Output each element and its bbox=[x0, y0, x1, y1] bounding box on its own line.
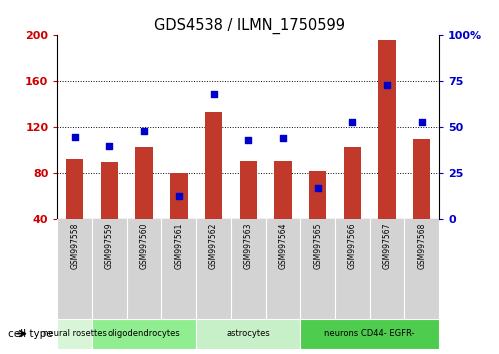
Text: GSM997561: GSM997561 bbox=[174, 222, 183, 269]
Text: GSM997558: GSM997558 bbox=[70, 222, 79, 269]
Point bbox=[348, 119, 356, 125]
Point bbox=[105, 143, 113, 149]
Bar bbox=[309, 171, 326, 219]
Bar bbox=[205, 113, 222, 219]
Bar bbox=[66, 159, 83, 219]
Bar bbox=[413, 139, 431, 219]
Point bbox=[71, 134, 79, 139]
Text: neural rosettes: neural rosettes bbox=[43, 329, 107, 338]
Text: GDS4538 / ILMN_1750599: GDS4538 / ILMN_1750599 bbox=[154, 18, 345, 34]
Point bbox=[279, 136, 287, 141]
Text: GSM997564: GSM997564 bbox=[278, 222, 287, 269]
Point bbox=[314, 185, 322, 191]
Point bbox=[140, 128, 148, 134]
Text: GSM997566: GSM997566 bbox=[348, 222, 357, 269]
Bar bbox=[92, 319, 196, 349]
Text: GSM997568: GSM997568 bbox=[417, 222, 426, 269]
Text: GSM997567: GSM997567 bbox=[383, 222, 392, 269]
Text: GSM997560: GSM997560 bbox=[140, 222, 149, 269]
Bar bbox=[300, 319, 439, 349]
Bar bbox=[274, 161, 291, 219]
Text: neurons CD44- EGFR-: neurons CD44- EGFR- bbox=[324, 329, 415, 338]
Text: astrocytes: astrocytes bbox=[227, 329, 270, 338]
Bar bbox=[196, 319, 300, 349]
Text: GSM997562: GSM997562 bbox=[209, 222, 218, 269]
Point bbox=[383, 82, 391, 88]
Point bbox=[175, 193, 183, 198]
Text: cell type: cell type bbox=[8, 329, 52, 339]
Bar bbox=[135, 147, 153, 219]
Point bbox=[418, 119, 426, 125]
Bar bbox=[344, 147, 361, 219]
Point bbox=[210, 91, 218, 97]
Bar bbox=[101, 162, 118, 219]
Bar bbox=[240, 161, 257, 219]
Point bbox=[244, 137, 252, 143]
Bar bbox=[378, 40, 396, 219]
Bar bbox=[57, 319, 92, 349]
Bar bbox=[170, 173, 188, 219]
Text: GSM997565: GSM997565 bbox=[313, 222, 322, 269]
Text: GSM997559: GSM997559 bbox=[105, 222, 114, 269]
Text: oligodendrocytes: oligodendrocytes bbox=[108, 329, 181, 338]
Text: GSM997563: GSM997563 bbox=[244, 222, 253, 269]
